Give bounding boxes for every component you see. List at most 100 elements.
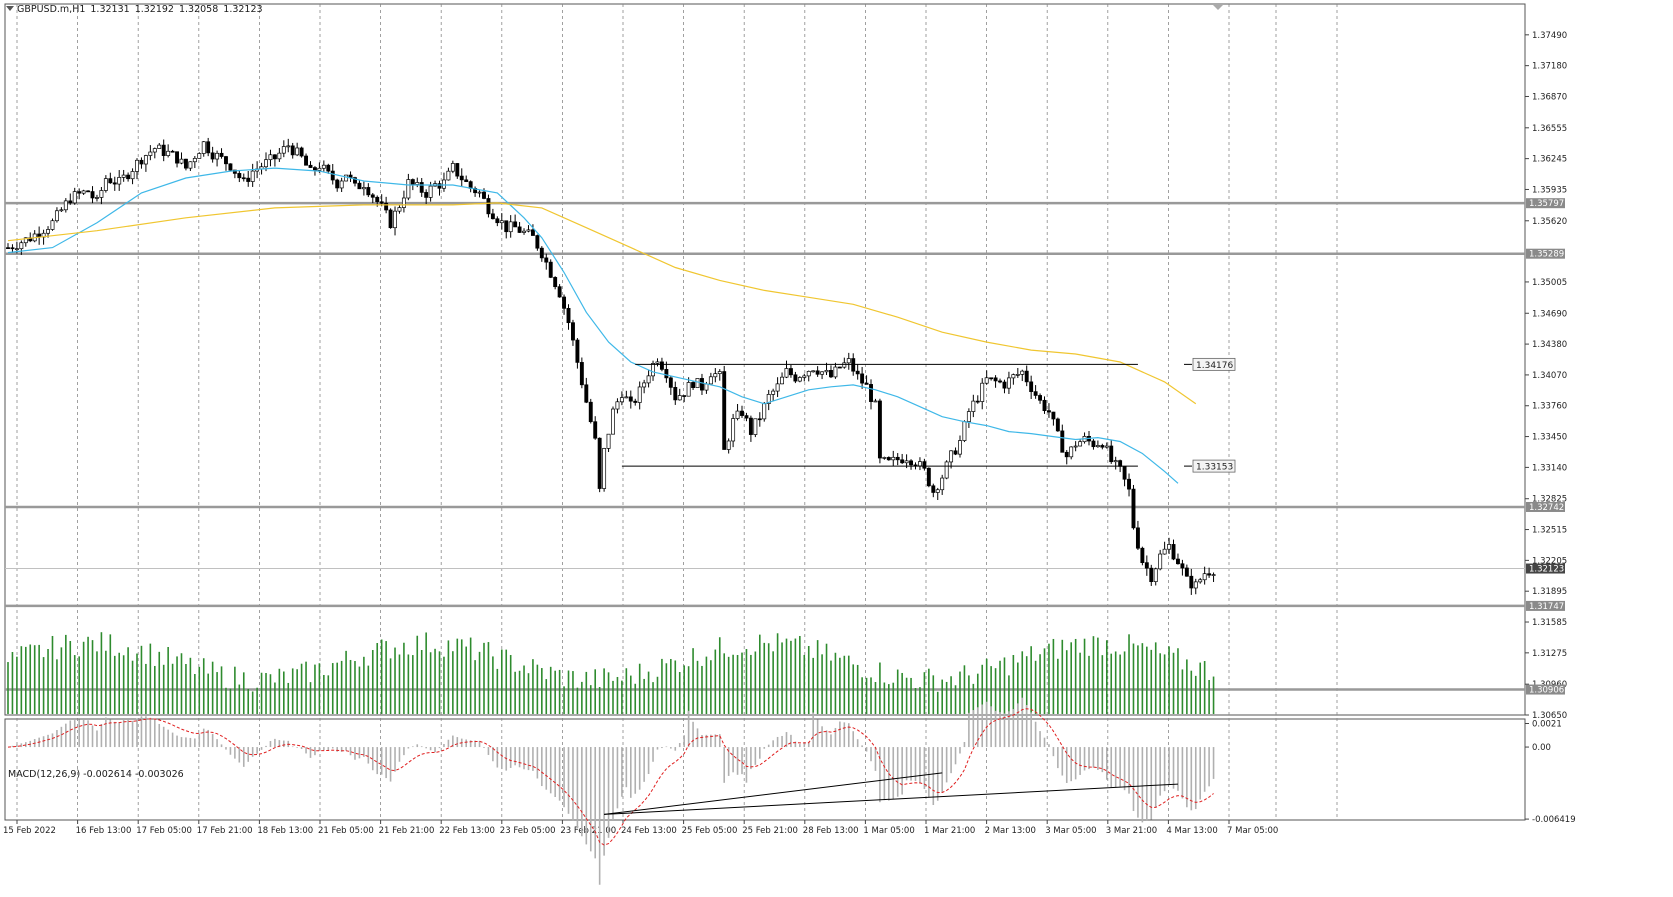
- candle-body: [446, 170, 451, 181]
- candle-body: [272, 154, 277, 160]
- candle-body: [148, 151, 153, 156]
- candle-body: [406, 179, 411, 199]
- candle-body: [530, 229, 535, 236]
- candle-body: [215, 152, 220, 160]
- moving-average-line: [7, 202, 1197, 405]
- candle-body: [966, 411, 971, 422]
- time-label: 24 Feb 13:00: [621, 826, 677, 836]
- macd-pane-frame: [4, 718, 1526, 821]
- price-tick-label: 1.34380: [1532, 340, 1567, 350]
- candle-body: [931, 485, 936, 493]
- candle-body: [353, 177, 357, 184]
- candle-body: [691, 382, 696, 388]
- candle-body: [1002, 381, 1007, 389]
- candle-body: [281, 146, 286, 154]
- close-value: 1.32123: [223, 4, 263, 15]
- candle-body: [544, 257, 549, 263]
- candle-body: [993, 377, 998, 382]
- candle-body: [526, 229, 531, 232]
- candle-body: [1149, 567, 1154, 583]
- candle-body: [900, 459, 905, 464]
- candle-body: [170, 150, 175, 153]
- level-price-label: 1.31747: [1529, 602, 1564, 612]
- level-price-label: 1.32123: [1529, 565, 1564, 575]
- level-price-label: 1.35797: [1529, 199, 1564, 209]
- candle-body: [837, 366, 842, 369]
- candle-body: [437, 183, 442, 189]
- price-tick-label: 1.33450: [1532, 433, 1567, 443]
- collapse-triangle-icon[interactable]: [6, 6, 14, 11]
- candle-body: [811, 370, 816, 373]
- price-tick-label: 1.30650: [1532, 711, 1567, 721]
- candle-body: [130, 171, 135, 180]
- candle-body: [357, 182, 362, 190]
- candle-body: [1038, 395, 1043, 401]
- price-tick-label: 1.36555: [1532, 124, 1567, 134]
- candle-body: [797, 377, 802, 382]
- candle-body: [482, 191, 486, 199]
- candle-body: [833, 366, 838, 378]
- candle-body: [95, 197, 99, 199]
- candle-body: [121, 174, 126, 178]
- candle-body: [762, 403, 767, 420]
- candle-body: [953, 450, 958, 455]
- candle-body: [401, 197, 406, 208]
- macd-label-text: MACD(12,26,9) -0.002614 -0.003026: [8, 769, 184, 780]
- candle-body: [77, 191, 82, 194]
- candle-body: [410, 179, 415, 185]
- candle-body: [415, 182, 420, 185]
- candle-body: [922, 461, 927, 469]
- candle-body: [1131, 488, 1136, 529]
- time-label: 18 Feb 13:00: [257, 826, 313, 836]
- time-label: 7 Mar 05:00: [1227, 826, 1278, 836]
- candle-body: [846, 358, 851, 364]
- candle-body: [891, 456, 896, 461]
- candle-body: [980, 382, 985, 402]
- candle-body: [695, 378, 700, 388]
- candle-body: [54, 210, 59, 222]
- candle-body: [508, 221, 513, 233]
- candle-body: [477, 191, 482, 194]
- price-tick-label: 1.36870: [1532, 92, 1567, 102]
- candle-body: [602, 448, 607, 489]
- candle-body: [575, 339, 580, 363]
- candle-body: [14, 248, 19, 251]
- macd-tick-label: -0.006419: [1532, 815, 1576, 825]
- candle-body: [1104, 445, 1109, 448]
- candle-body: [1118, 460, 1123, 467]
- candle-body: [597, 437, 602, 489]
- candle-body: [588, 401, 593, 423]
- macd-tick-label: 0.0021: [1532, 719, 1562, 729]
- time-label: 23 Feb 21:00: [560, 826, 616, 836]
- candle-body: [1020, 370, 1025, 375]
- candle-body: [566, 307, 571, 324]
- candle-body: [339, 180, 344, 189]
- candle-body: [548, 261, 553, 278]
- candle-body: [459, 175, 464, 181]
- moving-average-line: [7, 167, 1179, 484]
- time-label: 17 Feb 21:00: [197, 826, 253, 836]
- candle-body: [375, 196, 380, 203]
- candle-body: [428, 185, 433, 198]
- candle-body: [842, 362, 847, 368]
- candle-body: [682, 395, 687, 397]
- candle-body: [1171, 544, 1176, 560]
- candle-body: [393, 210, 397, 229]
- candle-body: [117, 177, 122, 185]
- candle-body: [201, 141, 206, 154]
- candle-body: [197, 153, 202, 159]
- candle-body: [1042, 399, 1047, 411]
- candle-body: [806, 371, 811, 377]
- candle-body: [179, 158, 184, 164]
- candle-body: [112, 182, 117, 185]
- candle-body: [308, 164, 313, 168]
- candle-body: [59, 209, 64, 212]
- candle-body: [700, 378, 704, 391]
- candle-body: [46, 229, 50, 234]
- candle-body: [642, 382, 647, 388]
- candle-body: [655, 361, 660, 364]
- candle-body: [646, 375, 651, 384]
- annotation-price-box: [1192, 459, 1236, 473]
- candle-body: [704, 383, 709, 391]
